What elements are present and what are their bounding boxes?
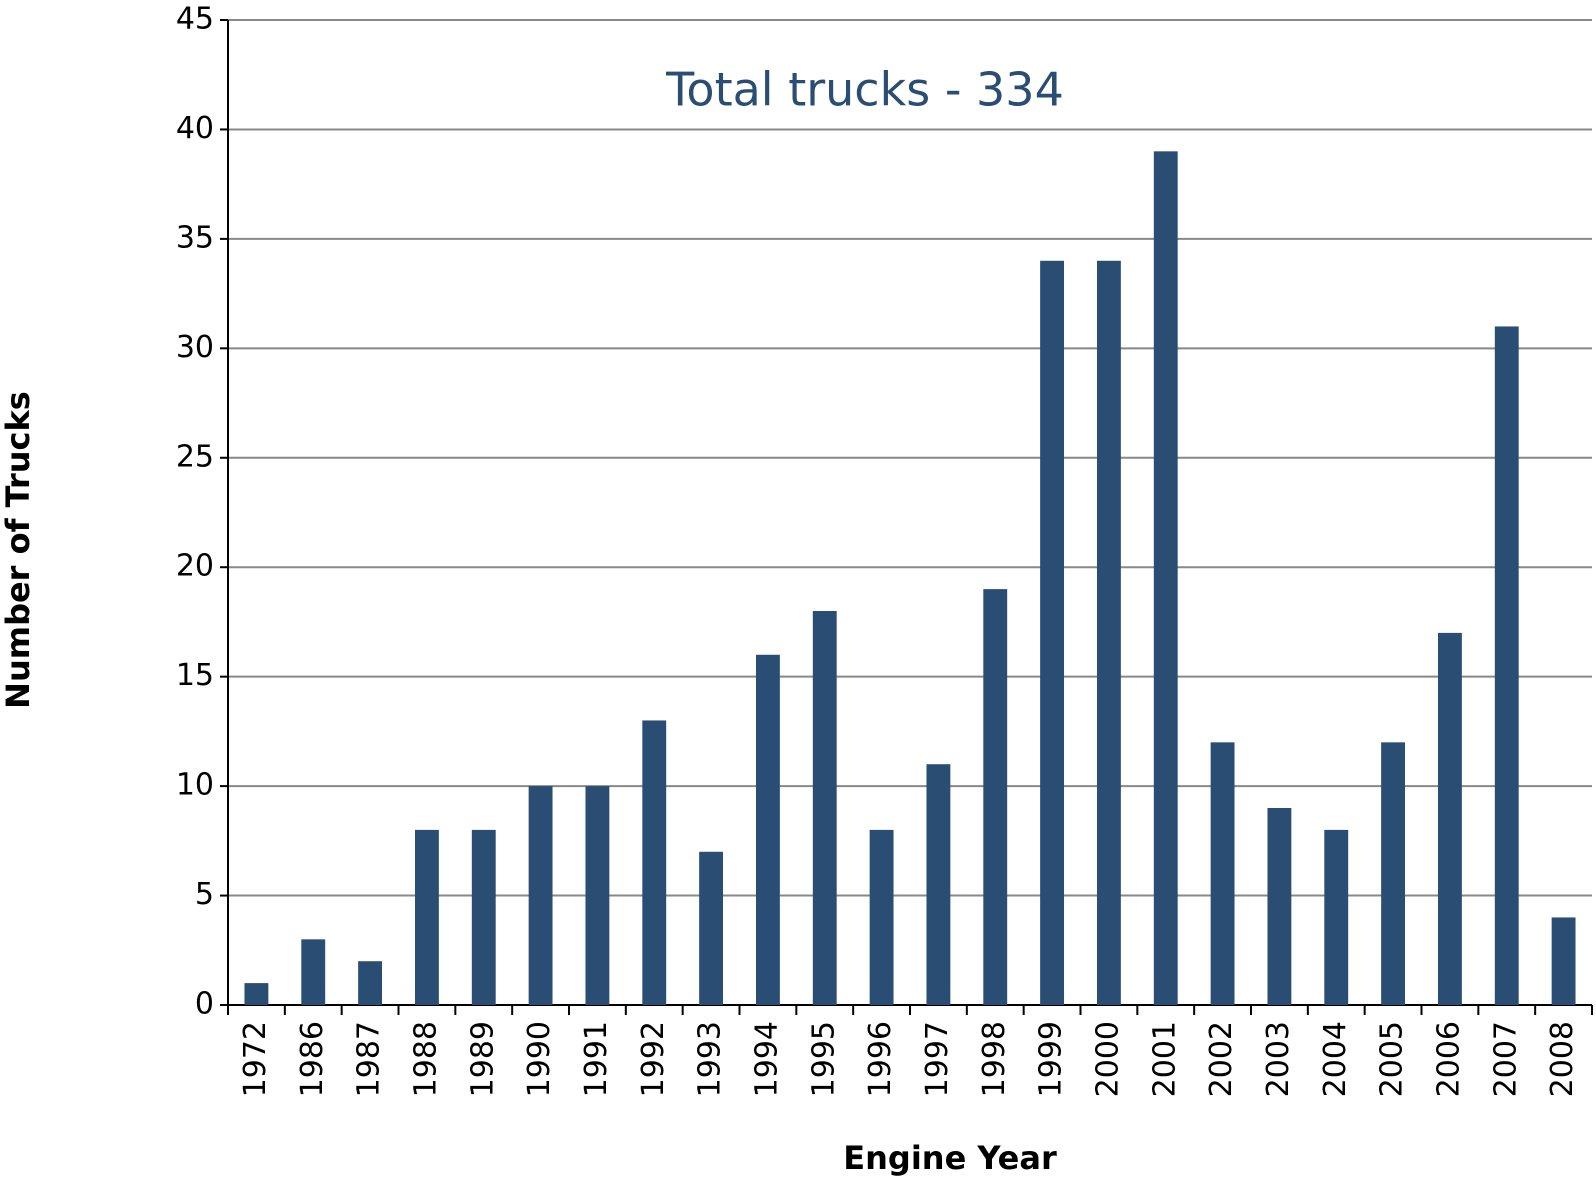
y-tick-label: 10 — [176, 768, 214, 803]
bar — [1551, 917, 1576, 1005]
x-tick-label: 2000 — [1090, 1021, 1125, 1097]
x-tick-label: 1986 — [295, 1021, 330, 1097]
x-tick-label: 1972 — [238, 1021, 273, 1097]
x-tick-label: 1994 — [749, 1021, 784, 1097]
x-tick-label: 1995 — [806, 1021, 841, 1097]
x-tick-label: 2005 — [1375, 1021, 1410, 1097]
bar — [926, 764, 951, 1005]
x-tick-label: 1991 — [579, 1021, 614, 1097]
y-tick-label: 5 — [195, 877, 214, 912]
x-tick-label: 1992 — [636, 1021, 671, 1097]
annotation: Total trucks - 334 — [665, 63, 1064, 117]
x-tick-label: 1993 — [693, 1021, 728, 1097]
x-tick-label: 2003 — [1261, 1021, 1296, 1097]
x-tick-label: 2001 — [1147, 1021, 1182, 1097]
y-tick-label: 45 — [176, 2, 214, 37]
x-tick-label: 1999 — [1034, 1021, 1069, 1097]
bar — [699, 851, 724, 1005]
bar — [1267, 808, 1292, 1005]
x-axis-title: Engine Year — [843, 1139, 1057, 1177]
x-tick-label: 1989 — [465, 1021, 500, 1097]
x-tick-label: 1988 — [408, 1021, 443, 1097]
bar — [755, 654, 780, 1005]
bar — [358, 961, 383, 1005]
bar — [301, 939, 326, 1005]
x-tick-label: 2008 — [1545, 1021, 1580, 1097]
bar — [1494, 326, 1519, 1005]
x-tick-label: 1997 — [920, 1021, 955, 1097]
bar — [1153, 151, 1178, 1006]
bar — [812, 611, 837, 1005]
y-tick-label: 20 — [176, 549, 214, 584]
bar — [471, 829, 496, 1005]
x-tick-label: 2007 — [1488, 1021, 1523, 1097]
x-tick-label: 1987 — [352, 1021, 387, 1097]
bar — [1437, 632, 1462, 1005]
x-tick-label: 1996 — [863, 1021, 898, 1097]
bar — [414, 829, 439, 1005]
bar — [1040, 260, 1065, 1005]
x-tick-label: 1990 — [522, 1021, 557, 1097]
bar — [869, 829, 894, 1005]
bar — [1381, 742, 1406, 1005]
bar — [528, 786, 553, 1005]
bar — [1324, 829, 1349, 1005]
x-tick-label: 1998 — [977, 1021, 1012, 1097]
y-tick-label: 40 — [176, 111, 214, 146]
y-tick-label: 0 — [195, 987, 214, 1022]
bar — [244, 983, 269, 1005]
y-tick-label: 25 — [176, 439, 214, 474]
bar — [585, 786, 610, 1005]
y-tick-label: 15 — [176, 658, 214, 693]
y-tick-label: 35 — [176, 220, 214, 255]
bar — [983, 589, 1008, 1005]
x-tick-label: 2004 — [1318, 1021, 1353, 1097]
y-axis-title: Number of Trucks — [0, 391, 37, 709]
x-tick-label: 2006 — [1431, 1021, 1466, 1097]
y-tick-label: 30 — [176, 330, 214, 365]
bar — [1096, 260, 1121, 1005]
bar — [1210, 742, 1235, 1005]
bar — [642, 720, 667, 1005]
x-tick-label: 2002 — [1204, 1021, 1239, 1097]
